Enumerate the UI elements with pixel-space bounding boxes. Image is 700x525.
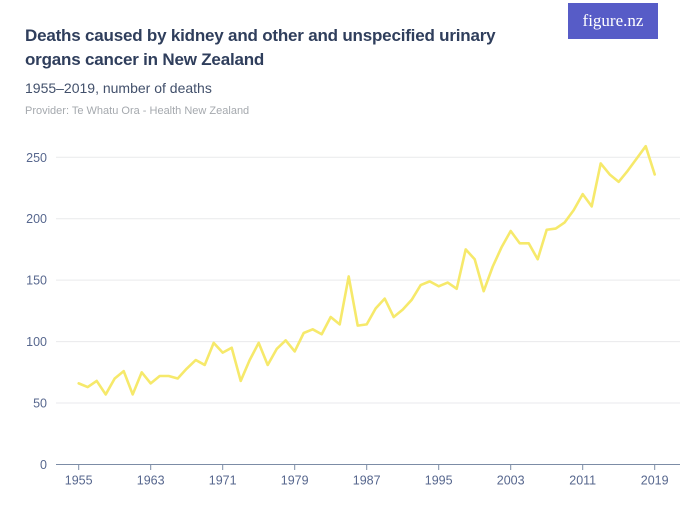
- x-axis-label: 1995: [425, 474, 453, 488]
- x-axis-label: 1971: [209, 474, 237, 488]
- title-line-1: Deaths caused by kidney and other and un…: [25, 26, 496, 45]
- x-axis-label: 1987: [353, 474, 381, 488]
- x-axis-label: 1963: [137, 474, 165, 488]
- figurenz-logo-text: figure.nz: [582, 11, 644, 30]
- y-axis-label: 250: [26, 151, 47, 165]
- data-line: [77, 144, 657, 396]
- x-axis-label: 2019: [641, 474, 669, 488]
- y-axis-label: 150: [26, 274, 47, 288]
- title-line-2: organs cancer in New Zealand: [25, 50, 265, 69]
- y-axis-label: 200: [26, 212, 47, 226]
- x-axis-label: 1955: [65, 474, 93, 488]
- chart-header: Deaths caused by kidney and other and un…: [25, 24, 545, 117]
- x-axis-label: 1979: [281, 474, 309, 488]
- y-axis-label: 100: [26, 335, 47, 349]
- figurenz-logo[interactable]: figure.nz: [568, 3, 658, 39]
- x-axis-label: 2011: [569, 474, 596, 488]
- chart-subtitle: 1955–2019, number of deaths: [25, 80, 212, 96]
- y-axis-label: 0: [40, 458, 47, 472]
- y-axis-label: 50: [33, 397, 47, 411]
- provider-attribution: Provider: Te Whatu Ora - Health New Zeal…: [25, 105, 250, 117]
- page-title: Deaths caused by kidney and other and un…: [25, 24, 545, 72]
- x-axis-label: 2003: [497, 474, 525, 488]
